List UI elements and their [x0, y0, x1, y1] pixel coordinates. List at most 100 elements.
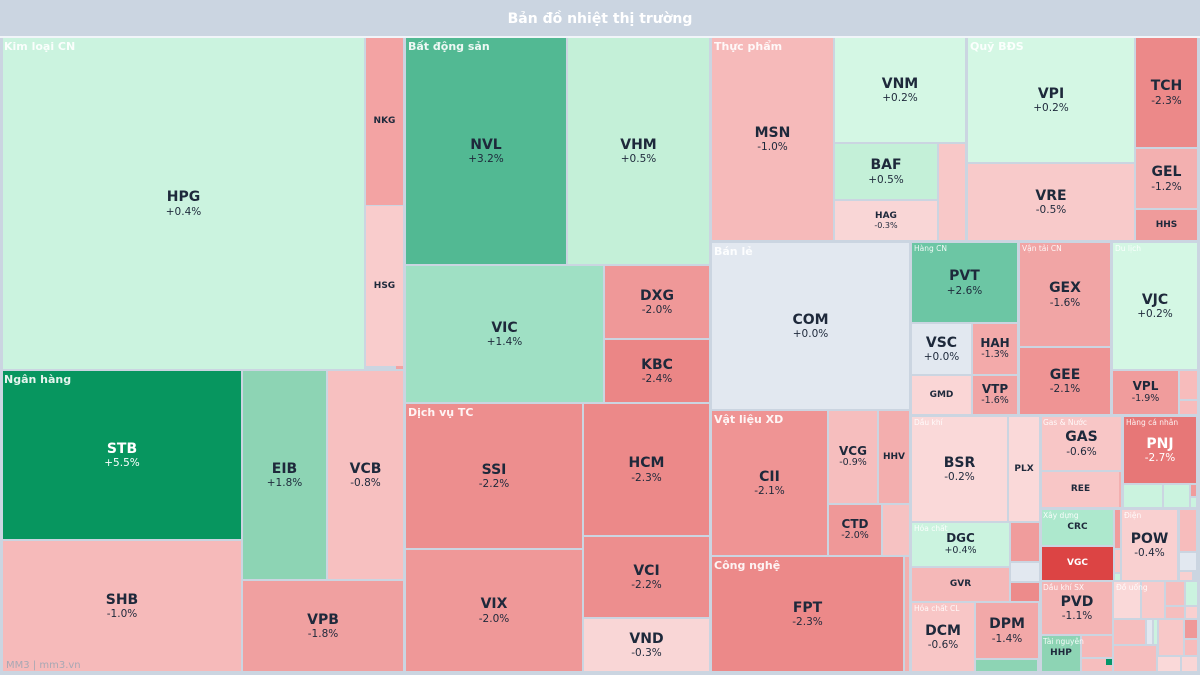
stock-tile-nvl[interactable]: NVL +3.2%	[406, 38, 566, 264]
stock-tile-pvt[interactable]: PVT +2.6%	[912, 243, 1017, 322]
stock-tile-cii[interactable]: CII -2.1%	[712, 411, 827, 555]
stock-tile-shb[interactable]: SHB -1.0%	[3, 541, 241, 671]
change-percent: -2.1%	[754, 485, 785, 498]
stock-tile-hsg[interactable]: HSG	[366, 206, 403, 366]
stock-tile-small[interactable]	[883, 505, 909, 555]
stock-tile-vhm[interactable]: VHM +0.5%	[568, 38, 709, 264]
stock-tile-small[interactable]	[1115, 550, 1120, 572]
stock-tile-vic[interactable]: VIC +1.4%	[406, 266, 603, 402]
stock-tile-hah[interactable]: HAH -1.3%	[973, 324, 1017, 374]
stock-tile-small[interactable]	[1142, 582, 1164, 618]
stock-tile-vnd[interactable]: VND -0.3%	[584, 619, 709, 671]
stock-tile-vix[interactable]: VIX -2.0%	[406, 550, 582, 671]
stock-tile-hpg[interactable]: HPG +0.4%	[3, 38, 364, 369]
stock-tile-hcm[interactable]: HCM -2.3%	[584, 404, 709, 535]
change-percent: -2.3%	[792, 616, 823, 629]
stock-tile-small[interactable]	[976, 660, 1037, 671]
stock-tile-kbc[interactable]: KBC -2.4%	[605, 340, 709, 402]
stock-tile-dcm[interactable]: DCM -0.6%	[912, 603, 974, 671]
stock-tile-small[interactable]	[1180, 510, 1196, 551]
stock-tile-vjc[interactable]: VJC +0.2%	[1113, 243, 1197, 369]
stock-tile-small[interactable]	[1180, 553, 1196, 570]
stock-tile-hhv[interactable]: HHV	[879, 411, 909, 503]
stock-tile-pvd[interactable]: PVD -1.1%	[1042, 582, 1112, 634]
stock-tile-plx[interactable]: PLX	[1009, 417, 1039, 521]
stock-tile-small[interactable]	[1159, 620, 1183, 655]
stock-tile-small[interactable]	[1147, 620, 1152, 644]
stock-tile-tch[interactable]: TCH -2.3%	[1136, 38, 1197, 147]
stock-tile-bsr[interactable]: BSR -0.2%	[912, 417, 1007, 521]
stock-tile-hhs[interactable]: HHS	[1136, 210, 1197, 240]
stock-tile-small[interactable]	[1124, 485, 1162, 507]
stock-tile-small[interactable]	[1011, 523, 1039, 561]
stock-tile-crc[interactable]: CRC	[1042, 510, 1113, 545]
stock-tile-eib[interactable]: EIB +1.8%	[243, 371, 326, 579]
stock-tile-small[interactable]	[1115, 510, 1120, 548]
stock-tile-vgc[interactable]: VGC	[1042, 547, 1113, 580]
stock-tile-small[interactable]	[396, 364, 403, 369]
stock-tile-dgc[interactable]: DGC +0.4%	[912, 523, 1009, 566]
stock-tile-ctd[interactable]: CTD -2.0%	[829, 505, 881, 555]
stock-tile-small[interactable]	[1164, 485, 1189, 507]
stock-tile-dxg[interactable]: DXG -2.0%	[605, 266, 709, 338]
ticker-label: HSG	[373, 280, 396, 291]
stock-tile-ssi[interactable]: SSI -2.2%	[406, 404, 582, 548]
stock-tile-small[interactable]	[1185, 620, 1197, 638]
stock-tile-small[interactable]	[1186, 582, 1197, 605]
stock-tile-small[interactable]	[1119, 472, 1121, 507]
stock-tile-gex[interactable]: GEX -1.6%	[1020, 243, 1110, 346]
stock-tile-stb[interactable]: STB +5.5%	[3, 371, 241, 539]
stock-tile-small[interactable]	[1158, 657, 1180, 671]
stock-tile-small[interactable]	[1011, 583, 1039, 601]
stock-tile-vcg[interactable]: VCG -0.9%	[829, 411, 877, 503]
stock-tile-small[interactable]	[1082, 659, 1112, 671]
stock-tile-small[interactable]	[1186, 607, 1197, 618]
stock-tile-small[interactable]	[1114, 582, 1140, 618]
stock-tile-small[interactable]	[1154, 620, 1157, 644]
stock-tile-small[interactable]	[1082, 636, 1112, 657]
stock-tile-vnm[interactable]: VNM +0.2%	[835, 38, 965, 142]
ticker-label: HHP	[1050, 648, 1072, 659]
stock-tile-gee[interactable]: GEE -2.1%	[1020, 348, 1110, 414]
stock-tile-gvr[interactable]: GVR	[912, 568, 1009, 601]
stock-tile-small[interactable]	[1114, 646, 1156, 671]
ticker-label: VND	[629, 630, 664, 647]
stock-tile-vcb[interactable]: VCB -0.8%	[328, 371, 403, 579]
stock-tile-msn[interactable]: MSN -1.0%	[712, 38, 833, 240]
stock-tile-hag[interactable]: HAG -0.3%	[835, 201, 937, 240]
stock-tile-small[interactable]	[939, 144, 965, 240]
stock-tile-small[interactable]	[905, 557, 909, 671]
stock-tile-baf[interactable]: BAF +0.5%	[835, 144, 937, 199]
stock-tile-vtp[interactable]: VTP -1.6%	[973, 376, 1017, 414]
stock-tile-small[interactable]	[1180, 572, 1192, 580]
stock-tile-vre[interactable]: VRE -0.5%	[968, 164, 1134, 240]
stock-tile-small[interactable]	[1115, 574, 1120, 580]
stock-tile-vpb[interactable]: VPB -1.8%	[243, 581, 403, 671]
stock-tile-fpt[interactable]: FPT -2.3%	[712, 557, 903, 671]
stock-tile-small[interactable]	[1180, 401, 1197, 414]
stock-tile-nkg[interactable]: NKG	[366, 38, 403, 205]
stock-tile-vci[interactable]: VCI -2.2%	[584, 537, 709, 617]
stock-tile-vpl[interactable]: VPL -1.9%	[1113, 371, 1178, 414]
stock-tile-small[interactable]	[1182, 657, 1197, 671]
stock-tile-small[interactable]	[1114, 620, 1145, 644]
stock-tile-gel[interactable]: GEL -1.2%	[1136, 149, 1197, 208]
stock-tile-vpi[interactable]: VPI +0.2%	[968, 38, 1134, 162]
stock-tile-small[interactable]	[1166, 607, 1184, 618]
stock-tile-gas[interactable]: GAS -0.6%	[1042, 417, 1121, 470]
stock-tile-com[interactable]: COM +0.0%	[712, 243, 909, 409]
stock-tile-gmd[interactable]: GMD	[912, 376, 971, 414]
stock-tile-small[interactable]	[1106, 659, 1112, 665]
stock-tile-small[interactable]	[1011, 563, 1039, 581]
stock-tile-small[interactable]	[1166, 582, 1184, 605]
stock-tile-small[interactable]	[1185, 640, 1197, 655]
stock-tile-vsc[interactable]: VSC +0.0%	[912, 324, 971, 374]
stock-tile-small[interactable]	[1191, 485, 1196, 496]
stock-tile-pnj[interactable]: PNJ -2.7%	[1124, 417, 1196, 483]
stock-tile-ree[interactable]: REE	[1042, 472, 1119, 507]
stock-tile-hhp[interactable]: HHP	[1042, 636, 1080, 671]
stock-tile-small[interactable]	[1180, 371, 1197, 399]
stock-tile-dpm[interactable]: DPM -1.4%	[976, 603, 1038, 658]
stock-tile-small[interactable]	[1191, 498, 1196, 507]
stock-tile-pow[interactable]: POW -0.4%	[1122, 510, 1177, 580]
